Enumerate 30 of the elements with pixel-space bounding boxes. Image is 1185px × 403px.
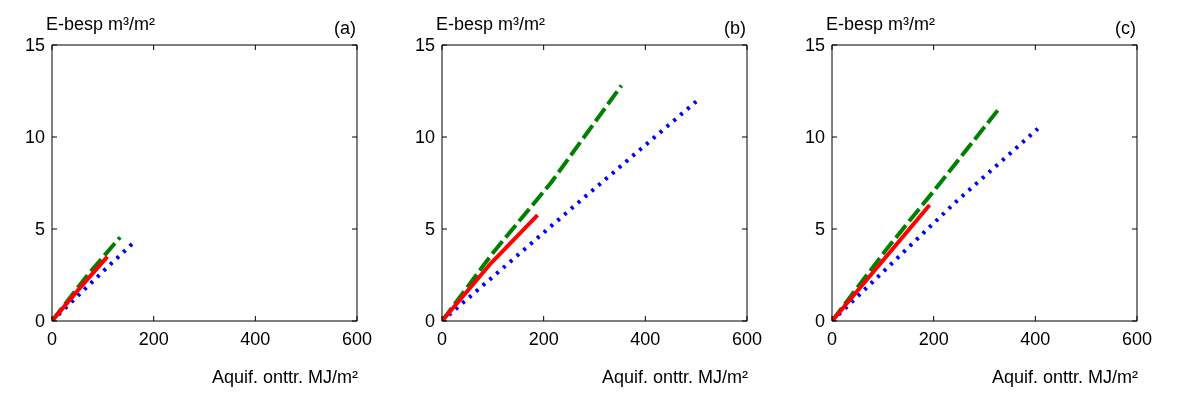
chart-title: (a) — [334, 18, 356, 39]
y-axis-title: E-besp m³/m² — [46, 14, 156, 35]
y-tick-label: 0 — [814, 311, 825, 332]
y-tick-label: 0 — [34, 311, 45, 332]
y-tick-label: 15 — [804, 35, 825, 56]
chart-title: (c) — [1115, 18, 1136, 39]
y-tick-label: 5 — [424, 219, 435, 240]
chart-title: (b) — [724, 18, 746, 39]
y-tick-label: 0 — [424, 311, 435, 332]
x-axis-title: Aquif. onttr. MJ/m² — [211, 367, 358, 388]
y-tick-label: 10 — [804, 127, 825, 148]
y-axis-title: E-besp m³/m² — [436, 14, 546, 35]
x-tick-label: 600 — [731, 328, 763, 349]
x-axis-title: Aquif. onttr. MJ/m² — [991, 367, 1138, 388]
x-tick-label: 400 — [1020, 328, 1051, 349]
x-tick-label: 600 — [1121, 328, 1153, 349]
y-tick-label: 10 — [414, 127, 435, 148]
x-tick-label: 200 — [918, 328, 949, 349]
x-tick-label: 600 — [341, 328, 373, 349]
y-axis-title: E-besp m³/m² — [826, 14, 936, 35]
y-tick-label: 5 — [34, 219, 45, 240]
y-tick-label: 15 — [414, 35, 435, 56]
x-axis-title: Aquif. onttr. MJ/m² — [601, 367, 748, 388]
x-tick-label: 400 — [630, 328, 661, 349]
y-tick-label: 15 — [24, 35, 45, 56]
x-tick-label: 400 — [240, 328, 271, 349]
x-tick-label: 200 — [138, 328, 169, 349]
y-tick-label: 5 — [814, 219, 825, 240]
x-tick-label: 200 — [528, 328, 559, 349]
y-tick-label: 10 — [24, 127, 45, 148]
